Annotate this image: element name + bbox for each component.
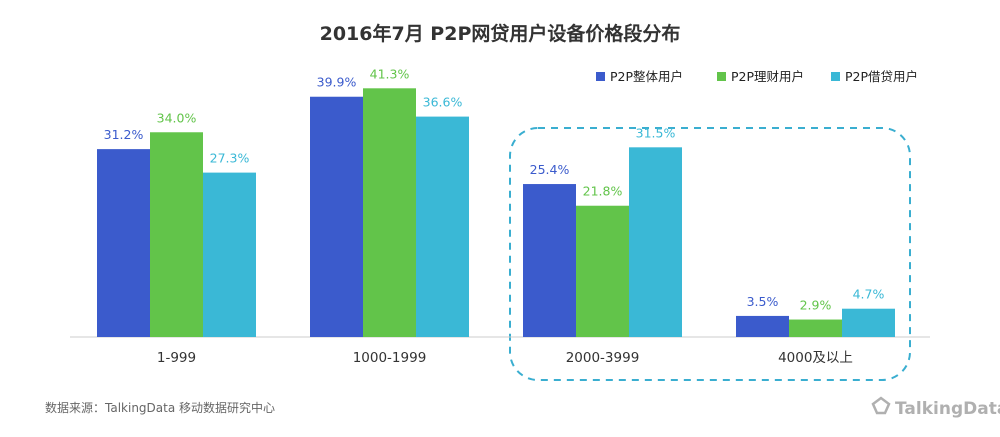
logo-wordmark: TalkingData [895, 399, 1000, 419]
bar-3-4 [842, 308, 895, 337]
data-label-2-4: 2.9% [800, 298, 832, 313]
data-label-1-2: 39.9% [317, 75, 357, 90]
highlight-box [509, 127, 911, 381]
legend-swatch-2 [717, 72, 726, 81]
data-label-1-3: 25.4% [530, 162, 570, 177]
bar-1-1 [97, 149, 150, 337]
bar-2-4 [789, 319, 842, 337]
data-label-3-4: 4.7% [853, 287, 885, 302]
bar-2-2 [363, 88, 416, 337]
source-note: 数据来源：TalkingData 移动数据研究中心 [45, 400, 275, 415]
category-label-4: 4000及以上 [778, 350, 853, 366]
bar-2-1 [150, 132, 203, 337]
data-label-1-1: 31.2% [104, 127, 144, 142]
bar-1-4 [736, 315, 789, 337]
bar-1-3 [523, 184, 576, 337]
data-label-2-3: 21.8% [583, 184, 623, 199]
legend-label-3: P2P借贷用户 [845, 69, 918, 84]
legend-swatch-1 [596, 72, 605, 81]
data-label-3-3: 31.5% [636, 125, 676, 140]
bar-1-2 [310, 96, 363, 337]
data-label-2-2: 41.3% [370, 66, 410, 81]
bar-3-2 [416, 116, 469, 338]
data-label-3-1: 27.3% [210, 151, 250, 166]
bar-3-3 [629, 147, 682, 337]
category-label-3: 2000-3999 [566, 350, 640, 366]
data-label-3-2: 36.6% [423, 95, 463, 110]
data-label-2-1: 34.0% [157, 110, 197, 125]
data-label-1-4: 3.5% [747, 294, 779, 309]
chart-title: 2016年7月 P2P网贷用户设备价格段分布 [320, 22, 681, 45]
talkingdata-logo-icon [871, 396, 891, 415]
category-label-2: 1000-1999 [353, 350, 427, 366]
category-label-1: 1-999 [157, 350, 196, 366]
legend-label-1: P2P整体用户 [610, 69, 683, 84]
bar-2-3 [576, 205, 629, 337]
bar-3-1 [203, 172, 256, 337]
legend-swatch-3 [831, 72, 840, 81]
legend-label-2: P2P理财用户 [731, 69, 804, 84]
